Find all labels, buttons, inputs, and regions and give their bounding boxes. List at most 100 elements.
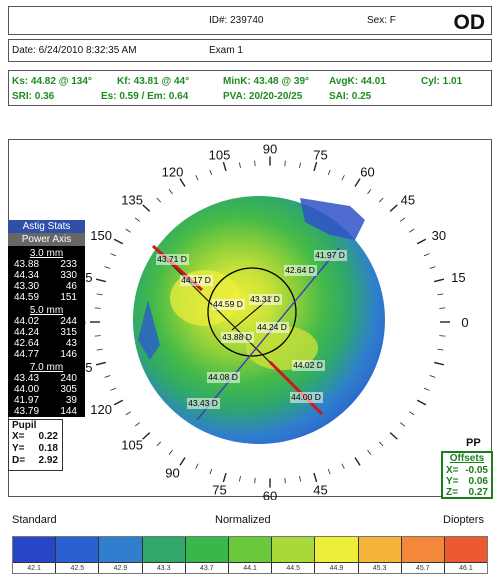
topography-map[interactable]: 0153045607590105120135150165150135120105… — [0, 0, 500, 500]
point-label-bg — [207, 372, 240, 383]
degree-tick — [195, 463, 199, 469]
degree-tick — [95, 361, 106, 366]
astig-power: 42.64 — [14, 338, 40, 349]
eye-label: OD — [453, 11, 486, 34]
scale-swatch — [13, 537, 56, 563]
degree-tick — [239, 475, 241, 482]
degree-tick — [313, 472, 318, 483]
degree-tick — [341, 175, 345, 181]
degree-ticks — [90, 156, 450, 488]
degree-tick — [125, 228, 131, 233]
astig-power: 44.24 — [14, 327, 40, 338]
angle-label: 75 — [313, 147, 327, 162]
astig-row: 43.79 144 — [8, 406, 85, 417]
angle-label: 120 — [90, 402, 112, 417]
point-label-bg — [284, 265, 317, 276]
angle-label: 75 — [212, 483, 226, 498]
scale-cell: 42.1 — [13, 537, 57, 573]
astig-power: 43.30 — [14, 281, 40, 292]
pupil-value: 2.92 — [38, 455, 58, 466]
astig-power: 41.97 — [14, 395, 40, 406]
point-label-bg — [221, 332, 254, 343]
degree-tick — [429, 266, 436, 269]
astig-power: 43.43 — [14, 373, 40, 384]
point-label: 43.88 D — [222, 332, 252, 342]
astig-row: 44.02 244 — [8, 316, 85, 327]
offset-value: 0.27 — [468, 487, 488, 498]
degree-tick — [113, 399, 124, 406]
degree-tick — [429, 375, 436, 378]
scale-value: 42.1 — [27, 565, 41, 572]
degree-tick — [389, 432, 398, 440]
point-label: 43.43 D — [188, 398, 218, 408]
index-cyl: Cyl: 1.01 — [421, 76, 463, 87]
scale-normalized-label[interactable]: Normalized — [215, 514, 271, 526]
astig-axis: 146 — [60, 349, 77, 360]
point-label: 42.64 D — [285, 265, 315, 275]
pp-label: PP — [466, 437, 481, 449]
astig-row: 43.43 240 — [8, 373, 85, 384]
astig-row: 42.64 43 — [8, 338, 85, 349]
scale-cell: 44.5 — [272, 537, 316, 573]
astig-stats-title[interactable]: Astig Stats — [8, 220, 85, 233]
degree-tick — [113, 238, 124, 245]
point-label-bg — [256, 322, 289, 333]
blue-edge-patch — [300, 198, 365, 240]
astig-row: 44.59 151 — [8, 292, 85, 303]
scale-standard-label[interactable]: Standard — [12, 514, 57, 526]
scale-value: 44.5 — [286, 565, 301, 572]
degree-tick — [142, 432, 151, 440]
degree-tick — [156, 441, 162, 447]
degree-tick — [95, 278, 106, 283]
index-avgk: AvgK: 44.01 — [329, 76, 386, 87]
scale-value: 43.3 — [156, 565, 171, 572]
scale-swatch — [272, 537, 315, 563]
degree-tick — [378, 441, 384, 447]
astig-axis: 240 — [60, 373, 77, 384]
astig-axis: 233 — [60, 259, 77, 270]
offset-row: Z= 0.27 — [443, 487, 491, 498]
degree-tick — [134, 422, 141, 427]
point-label-bg — [314, 250, 347, 261]
degree-tick — [327, 169, 331, 176]
patient-sex: Sex: F — [367, 15, 396, 26]
astig-power: 43.79 — [14, 406, 40, 417]
index-ks: Ks: 44.82 @ 134° — [12, 76, 92, 87]
astig-section-label: 5.0 mm — [29, 305, 64, 316]
degree-tick — [437, 348, 444, 351]
steep-axis-red-lower — [268, 360, 324, 416]
degree-tick — [168, 189, 173, 195]
degree-tick — [168, 449, 173, 455]
scale-value: 45.3 — [372, 565, 387, 572]
scale-cell: 44.1 — [228, 537, 273, 573]
astig-power: 44.02 — [14, 316, 40, 327]
degree-tick — [110, 387, 117, 391]
color-scale-bar: 42.1 42.5 42.9 43.3 43.7 44.1 44.5 44.9 45.3 45.7… — [12, 536, 488, 574]
degree-tick — [179, 178, 186, 187]
astig-row: 43.30 46 — [8, 281, 85, 292]
inferior-steep-lobe — [246, 326, 318, 370]
pupil-row: Y= 0.18 — [9, 443, 62, 455]
degree-tick — [313, 161, 318, 172]
degree-tick — [354, 178, 361, 187]
scale-swatch — [142, 537, 185, 563]
degree-tick — [179, 457, 186, 466]
scale-diopters-label[interactable]: Diopters — [443, 514, 484, 526]
degree-tick — [222, 161, 227, 172]
point-label: 44.08 D — [208, 372, 238, 382]
angle-label: 90 — [165, 465, 179, 480]
exam-number: Exam 1 — [209, 45, 243, 56]
scale-swatch — [99, 537, 142, 563]
blue-edge-patch-left — [138, 300, 160, 360]
angle-label: 60 — [263, 489, 277, 500]
astig-axis: 46 — [65, 281, 77, 292]
astig-axis: 315 — [60, 327, 77, 338]
scale-cell: 43.3 — [142, 537, 186, 573]
degree-tick — [367, 449, 372, 455]
scale-cell: 44.9 — [315, 537, 359, 573]
point-label: 41.97 D — [315, 250, 345, 260]
astig-stats-subtitle[interactable]: Power Axis — [8, 233, 85, 246]
offset-key: Y= — [446, 476, 459, 487]
pupil-value: 0.22 — [38, 431, 58, 442]
angle-label: 0 — [461, 315, 468, 330]
